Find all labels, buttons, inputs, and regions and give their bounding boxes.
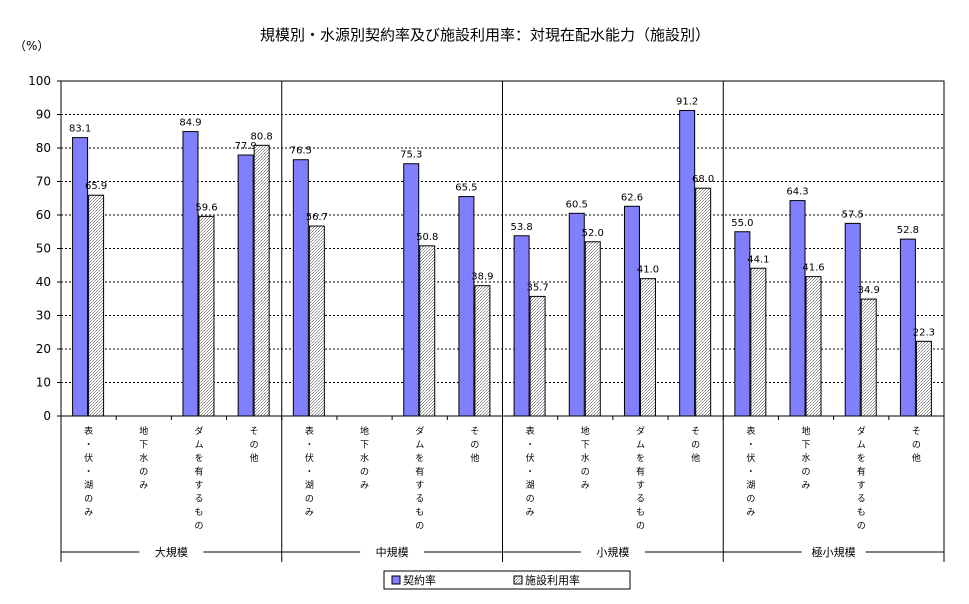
group-label: 大規模 (155, 545, 188, 559)
group-label: 小規模 (596, 545, 629, 559)
y-tick-label: 70 (36, 175, 51, 189)
bar (458, 196, 475, 417)
y-tick-label: 90 (36, 108, 51, 122)
data-label: 83.1 (69, 124, 91, 135)
legend-box (383, 570, 631, 590)
bar (253, 144, 270, 417)
data-label: 52.0 (582, 228, 604, 239)
bar (623, 205, 640, 417)
data-label: 41.0 (637, 265, 659, 276)
data-label: 50.8 (416, 232, 438, 243)
legend: 契約率 施設利用率 (383, 570, 631, 590)
data-label: 56.7 (306, 212, 328, 223)
data-label: 41.6 (802, 263, 824, 274)
bar (860, 298, 877, 417)
data-label: 68.0 (692, 174, 714, 185)
data-label: 35.7 (526, 282, 548, 293)
bar (529, 295, 546, 417)
y-tick-label: 20 (36, 342, 51, 356)
plot-area: 0 10 20 30 40 50 60 70 80 90 100 大規模 中規模 小規模 極小規模 83.1 6… (28, 74, 945, 562)
bar (915, 340, 932, 417)
bar (734, 231, 751, 417)
data-label: 75.3 (400, 150, 422, 161)
bar (679, 109, 696, 417)
y-tick-label: 80 (36, 141, 51, 155)
y-tick-label: 40 (36, 275, 51, 289)
x-category-label: その他 (912, 426, 921, 464)
x-category-label: ダムを有するもの (415, 425, 424, 532)
x-category-label: ダムを有するもの (194, 425, 203, 532)
bar (308, 225, 325, 417)
data-label: 34.9 (858, 285, 880, 296)
data-label: 84.9 (179, 118, 201, 129)
data-label: 57.5 (842, 209, 864, 220)
y-tick-label: 100 (28, 74, 51, 88)
bar (844, 222, 861, 417)
y-tick-label: 10 (36, 376, 51, 390)
bar (474, 285, 491, 417)
data-label: 38.9 (471, 272, 493, 283)
legend-swatch (391, 575, 401, 585)
data-label: 59.6 (195, 202, 217, 213)
bar (695, 187, 712, 417)
x-category-label: 地下水のみ (360, 425, 369, 491)
x-category-label: ダムを有するもの (857, 425, 866, 532)
bar (899, 238, 916, 417)
data-label: 53.8 (510, 222, 532, 233)
data-label: 65.5 (455, 183, 477, 194)
group-label: 極小規模 (812, 545, 856, 559)
bar (789, 200, 806, 417)
x-category-label: 表・伏・湖のみ (305, 425, 314, 518)
bar (584, 241, 601, 417)
data-label: 62.6 (621, 192, 643, 203)
data-label: 80.8 (251, 131, 273, 142)
bar (292, 159, 309, 417)
data-label: 76.5 (290, 146, 312, 157)
legend-label: 施設利用率 (525, 573, 580, 587)
bar (805, 276, 822, 417)
y-tick-label: 30 (36, 309, 51, 323)
legend-swatch (513, 575, 523, 585)
x-category-label: 地下水のみ (139, 425, 148, 491)
x-category-label: ダムを有するもの (636, 425, 645, 532)
bar (182, 131, 199, 417)
y-axis-unit: （%） (14, 39, 49, 53)
data-label: 60.5 (566, 199, 588, 210)
bar (639, 278, 656, 417)
x-category-label: 表・伏・湖のみ (746, 425, 755, 518)
bar (750, 267, 767, 417)
bar (419, 245, 436, 417)
data-label: 55.0 (731, 218, 753, 229)
data-label: 64.3 (786, 187, 808, 198)
chart-title: 規模別・水源別契約率及び施設利用率：対現在配水能力（施設別） (260, 26, 710, 44)
bar (198, 215, 215, 417)
legend-label: 契約率 (403, 573, 436, 587)
group-label: 中規模 (376, 545, 409, 559)
data-label: 65.9 (85, 181, 107, 192)
data-label: 52.8 (897, 225, 919, 236)
x-category-label: 地下水のみ (802, 425, 811, 491)
bar (72, 137, 89, 417)
bar (513, 235, 530, 417)
x-category-label: その他 (250, 426, 259, 464)
data-label: 22.3 (913, 327, 935, 338)
x-category-label: 表・伏・湖のみ (526, 425, 535, 518)
data-label: 77.9 (235, 141, 257, 152)
data-label: 91.2 (676, 96, 698, 107)
x-category-label: 地下水のみ (581, 425, 590, 491)
bar (403, 163, 420, 417)
bar (237, 154, 254, 417)
x-category-label: その他 (691, 426, 700, 464)
y-tick-label: 50 (36, 242, 51, 256)
bar (568, 212, 585, 417)
x-category-label: その他 (470, 426, 479, 464)
x-category-label: 表・伏・湖のみ (84, 425, 93, 518)
y-tick-label: 60 (36, 208, 51, 222)
y-tick-label: 0 (43, 409, 51, 423)
data-label: 44.1 (747, 254, 769, 265)
bar (88, 194, 105, 417)
